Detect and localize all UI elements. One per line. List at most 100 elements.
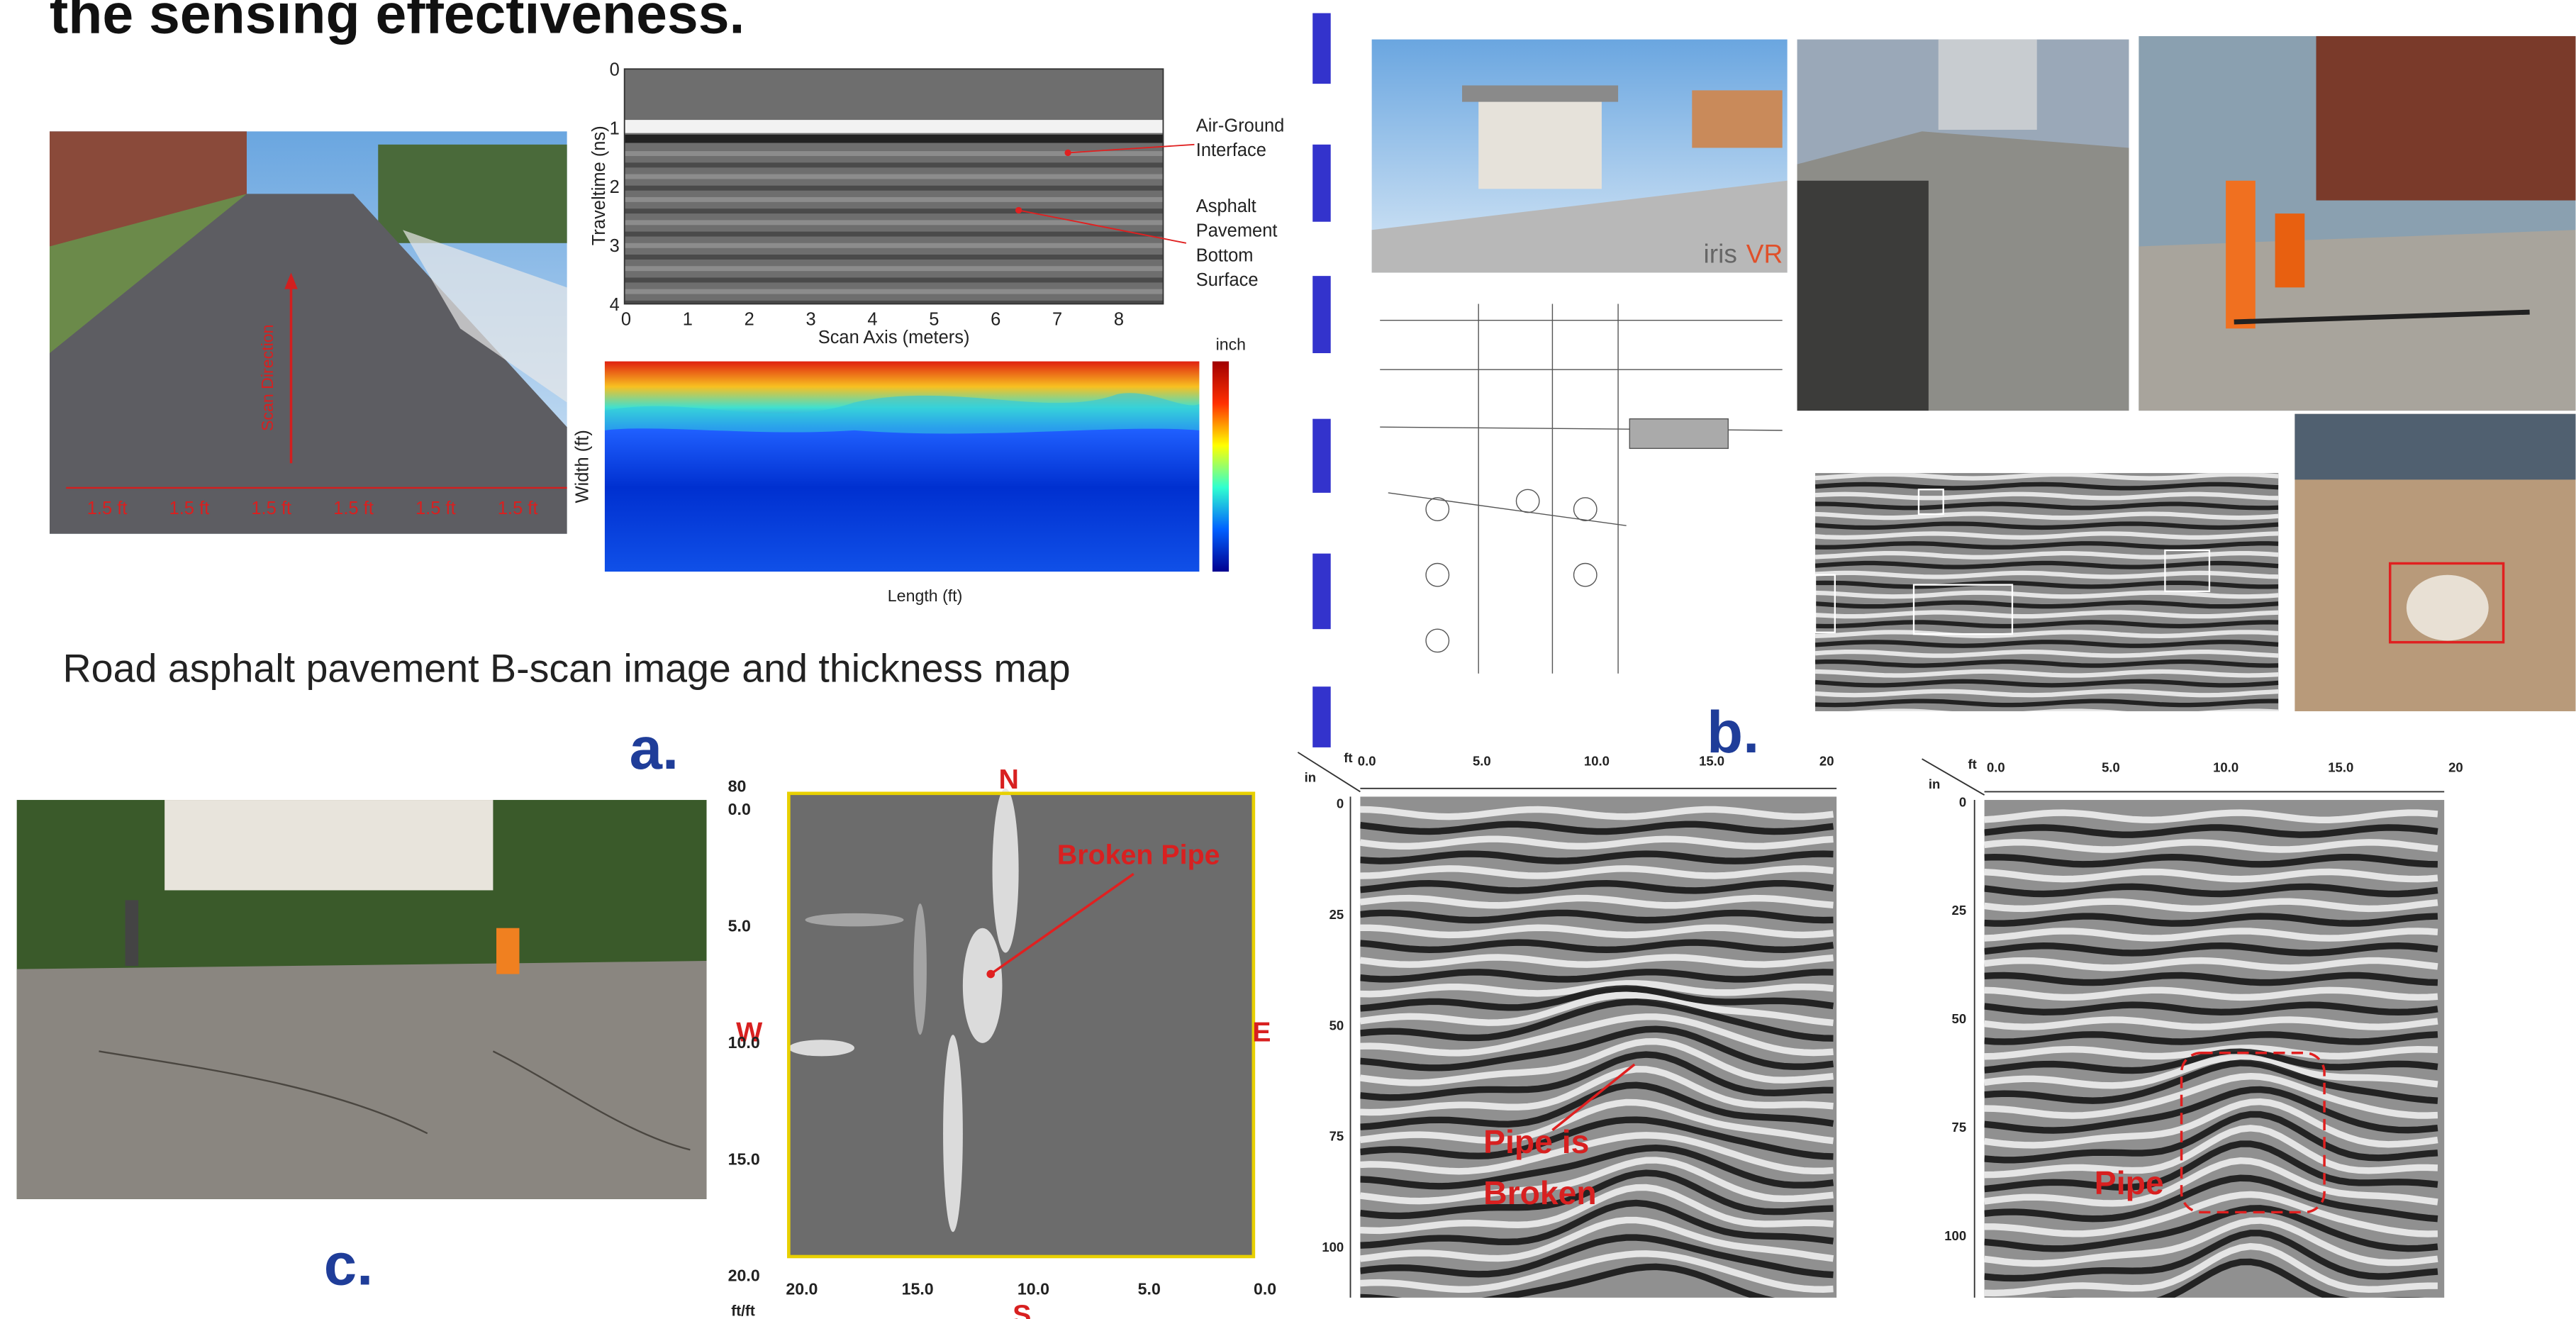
segment-label: 1.5 ft: [251, 499, 291, 518]
tick-label: 15.0: [902, 1279, 934, 1298]
tick-label: 20: [2448, 760, 2463, 775]
texture-band: [625, 197, 1164, 202]
annotation: Asphalt: [1196, 196, 1256, 216]
road-photo: [50, 131, 567, 533]
tick-label: 0: [1959, 794, 1966, 809]
tick-label: 5.0: [1473, 753, 1491, 768]
tick-label: 10.0: [2213, 760, 2238, 775]
annotation: Bottom: [1196, 245, 1254, 265]
texture-band: [625, 255, 1164, 260]
panel-label: c.: [324, 1231, 374, 1297]
tick-label: 20.0: [786, 1279, 818, 1298]
tick-label: 80: [728, 777, 747, 795]
segment-label: 1.5 ft: [87, 499, 128, 518]
texture-band: [625, 266, 1164, 271]
axis-label: Width (ft): [573, 430, 593, 503]
tick-label: 20: [1819, 753, 1834, 768]
tick-label: 0: [1337, 796, 1344, 811]
compass: N: [999, 764, 1019, 795]
tick-label: 75: [1329, 1129, 1344, 1144]
tick-label: 7: [1052, 310, 1062, 330]
render-image: [1372, 40, 1788, 273]
axis-label: Scan Axis (meters): [818, 328, 970, 347]
street-photo: [1797, 40, 2129, 411]
tick-label: 15.0: [728, 1150, 760, 1168]
tick-label: 20.0: [728, 1267, 760, 1285]
tick-label: 2: [745, 310, 754, 330]
axis-label: Traveltime (ns): [589, 126, 609, 245]
tick-label: 0.0: [728, 800, 751, 818]
tick-label: 8: [1114, 310, 1124, 330]
tick-label: 100: [1322, 1240, 1344, 1254]
tick-label: 10.0: [728, 1033, 760, 1052]
annotation: Pipe: [2095, 1164, 2164, 1201]
gpr-profile-broken: [1298, 752, 1836, 1305]
slide: the sensing effectiveness. a. Road asphalt…: [0, 0, 2576, 1319]
tick-label: 75: [1952, 1120, 1967, 1135]
radargram-b: [1815, 473, 2278, 715]
texture-band: [625, 289, 1164, 294]
logo: VR: [1746, 239, 1783, 269]
page-body: the sensing effectiveness. a. Road asphalt…: [0, 0, 2576, 1319]
slide-title: the sensing effectiveness.: [50, 0, 745, 45]
excavation-photo: [2295, 414, 2575, 711]
segment-label: 1.5 ft: [169, 499, 210, 518]
axis-label: Length (ft): [888, 586, 963, 605]
site-photo: [2139, 36, 2575, 411]
tick-label: 25: [1952, 903, 1967, 918]
tick-label: 10.0: [1584, 753, 1610, 768]
texture-band: [625, 174, 1164, 179]
unit-label: in: [1305, 770, 1316, 785]
tick-label: 0.0: [1254, 1279, 1276, 1298]
tick-label: 100: [1944, 1228, 1966, 1243]
tick-label: 2: [610, 177, 620, 197]
texture-band: [1815, 711, 2278, 716]
unit-label: ft: [1344, 750, 1352, 765]
tick-label: 3: [806, 310, 816, 330]
arrow-label: Scan Direction: [258, 324, 277, 431]
texture-band: [625, 186, 1164, 191]
logo: iris: [1704, 239, 1737, 269]
tick-label: 10.0: [1017, 1279, 1049, 1298]
tick-label: 25: [1329, 907, 1344, 922]
tick-label: 4: [867, 310, 877, 330]
compass: E: [1252, 1017, 1271, 1048]
annotation: Pipe is: [1483, 1123, 1589, 1160]
tick-label: 3: [610, 236, 620, 256]
texture-band: [625, 243, 1164, 248]
thickness-map: [605, 362, 1229, 572]
tick-label: 5.0: [1138, 1279, 1161, 1298]
tick-label: 1: [610, 118, 620, 138]
tick-label: 5: [929, 310, 939, 330]
texture-band: [625, 135, 1164, 143]
annotation: Interface: [1196, 140, 1266, 160]
compass: S: [1013, 1299, 1031, 1319]
tick-label: 15.0: [1699, 753, 1724, 768]
texture-band: [625, 162, 1164, 167]
annotation: Surface: [1196, 270, 1259, 290]
annotation: Broken: [1483, 1174, 1597, 1211]
engineering-drawing: [1367, 304, 1791, 674]
tick-label: 5.0: [2102, 760, 2120, 775]
field-photo: [17, 800, 707, 1199]
segment-label: 1.5 ft: [333, 499, 374, 518]
unit-label: ft: [1968, 757, 1976, 772]
tick-label: 0: [610, 60, 620, 80]
texture-band: [625, 232, 1164, 237]
b-scan-image: [625, 69, 1195, 306]
annotation: Pavement: [1196, 221, 1278, 241]
tick-label: 4: [610, 295, 620, 315]
segment-label: 1.5 ft: [416, 499, 456, 518]
tick-label: 0.0: [1358, 753, 1376, 768]
tick-label: 50: [1329, 1018, 1344, 1033]
page: GPR sensing slide {"title": "the sensing…: [0, 0, 2576, 1319]
tick-label: 50: [1952, 1011, 1967, 1026]
texture-band: [625, 208, 1164, 213]
colorbar-unit: inch: [1216, 335, 1246, 353]
caption: Road asphalt pavement B-scan image and t…: [63, 646, 1071, 690]
panel-label: a.: [630, 716, 679, 781]
gpr-profile-intact: [1922, 759, 2445, 1308]
tick-label: 15.0: [2328, 760, 2353, 775]
tick-label: 0.0: [1987, 760, 2005, 775]
segment-label: 1.5 ft: [498, 499, 538, 518]
